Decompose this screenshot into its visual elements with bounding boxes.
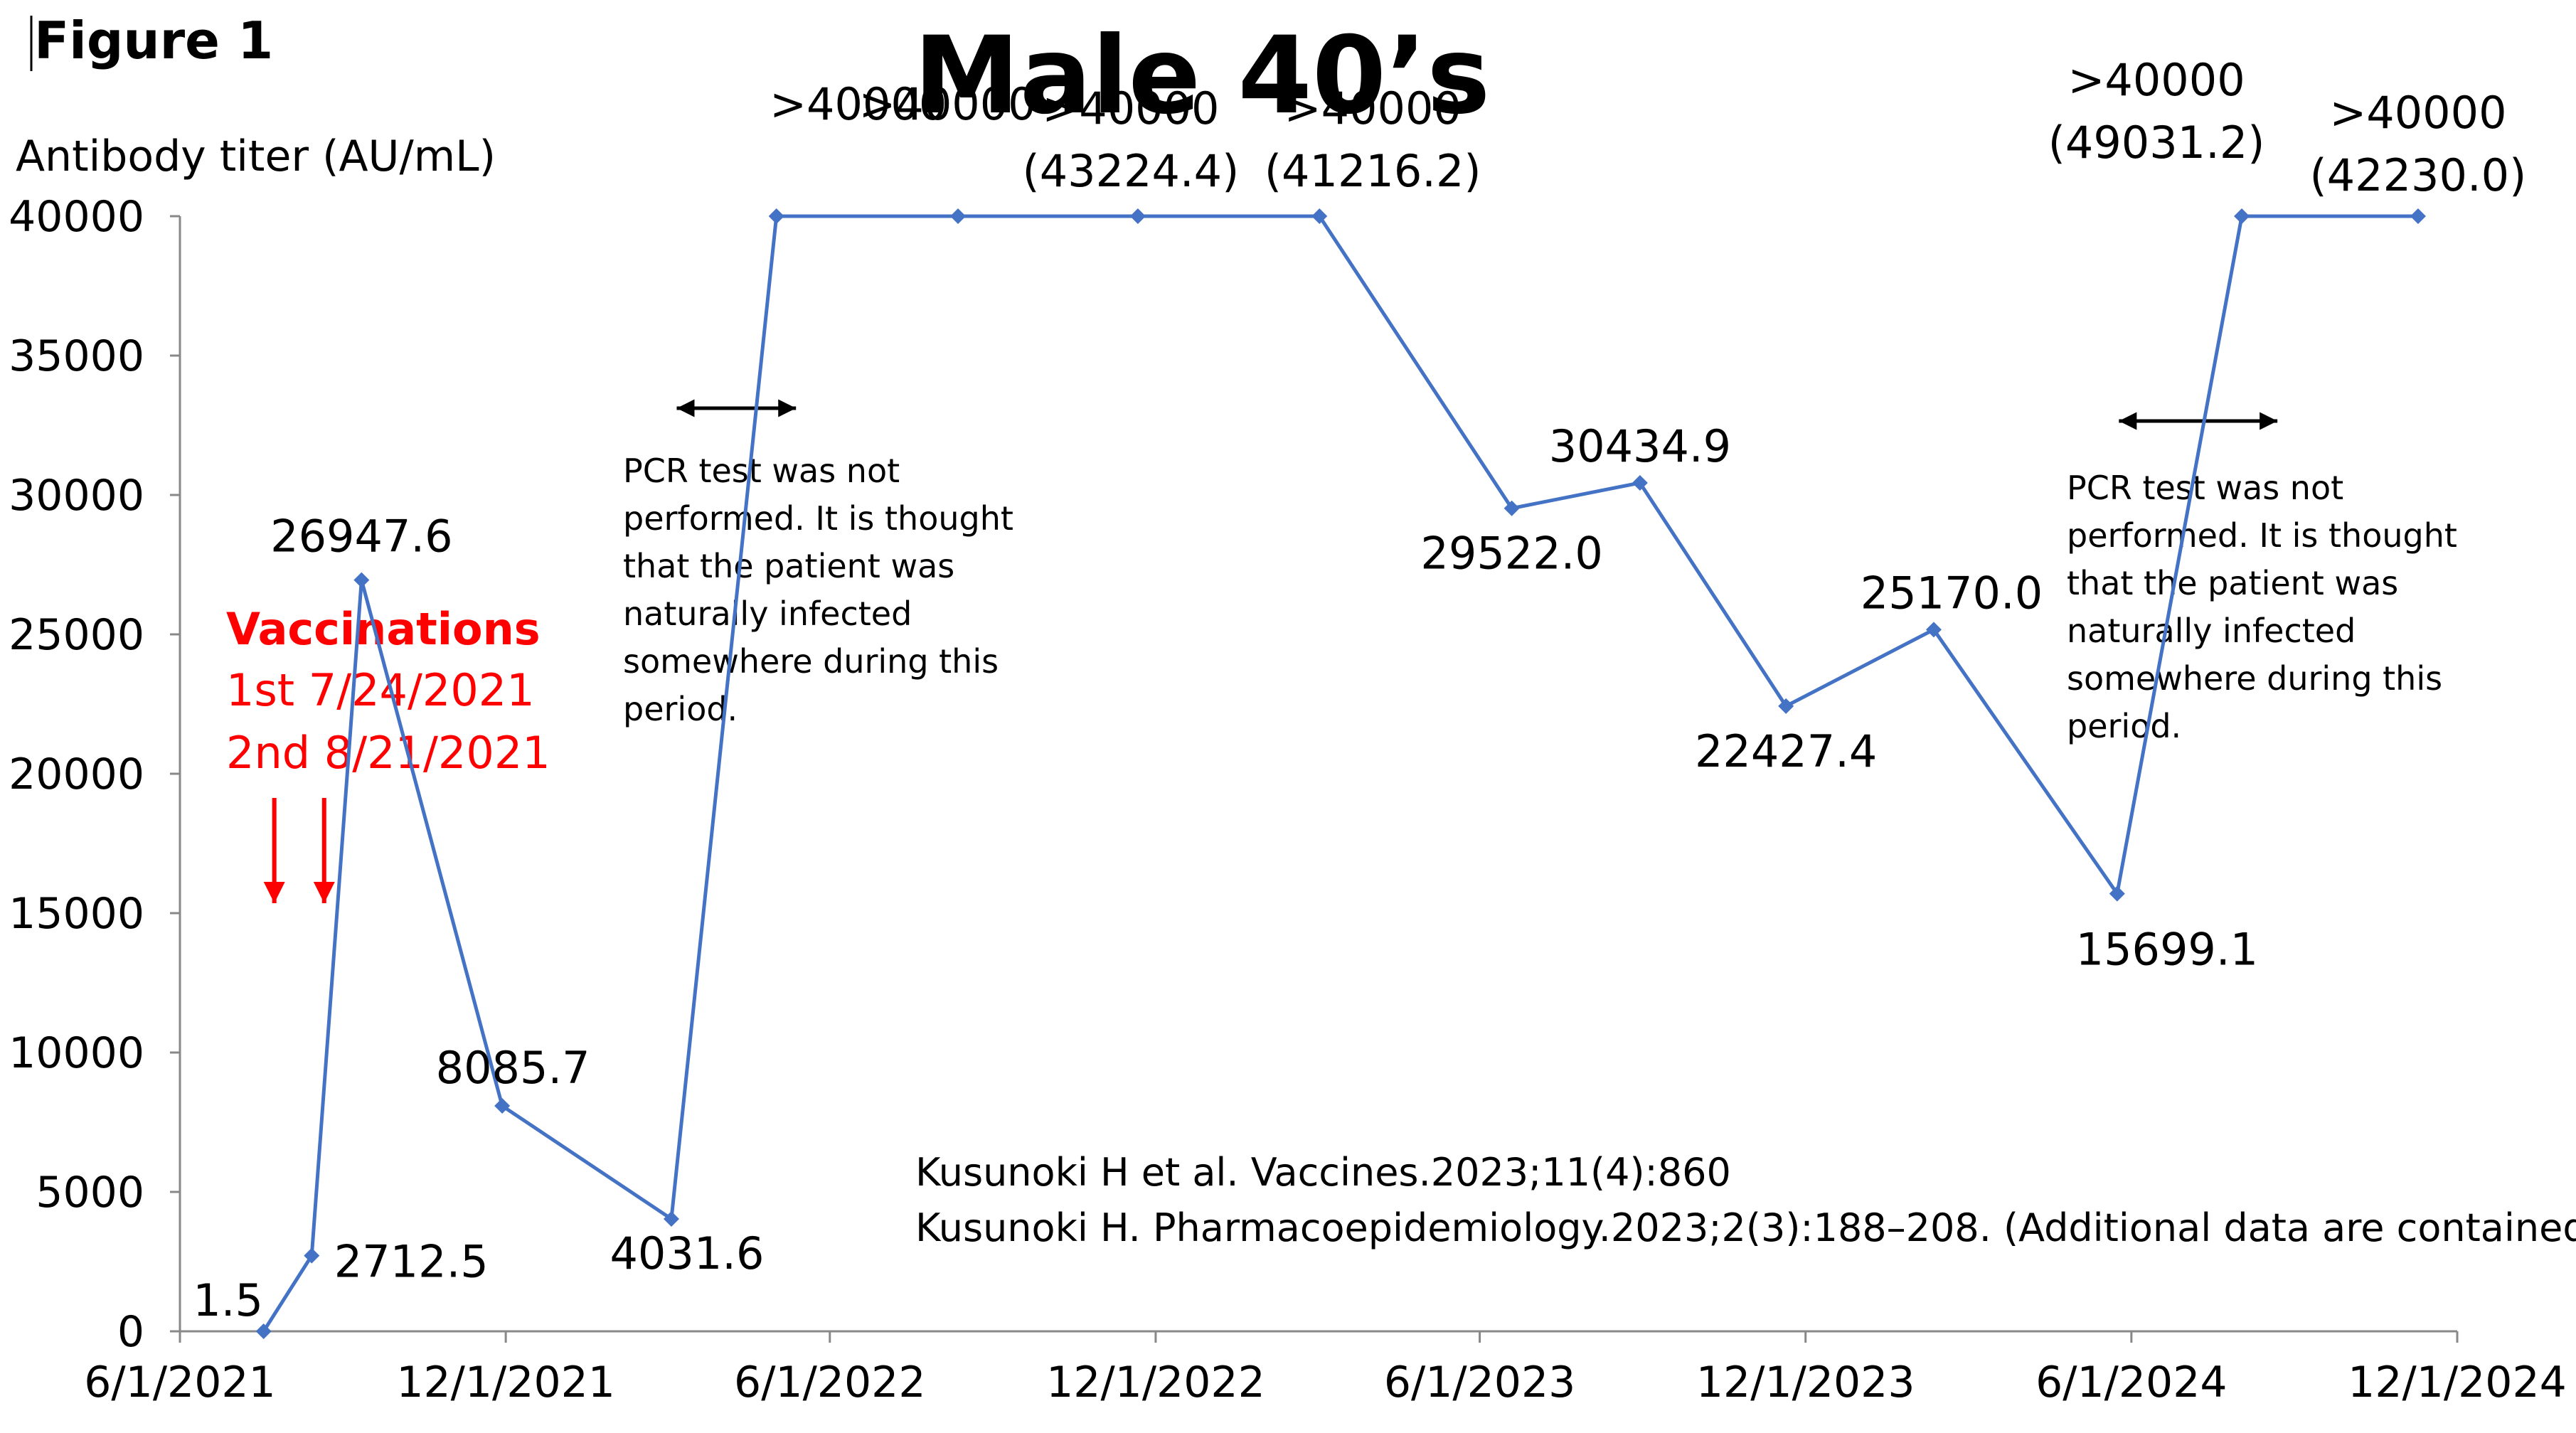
vaccination-date: 1st 7/24/2021: [226, 664, 535, 716]
pcr-note-line: performed. It is thought: [2067, 516, 2457, 555]
data-point: [2410, 208, 2426, 224]
data-label: (43224.4): [1023, 145, 1240, 197]
pcr-note-line: PCR test was not: [623, 452, 900, 490]
x-tick-label: 12/1/2023: [1696, 1358, 1915, 1407]
data-label: >40000: [1284, 82, 1462, 134]
data-point: [663, 1210, 679, 1227]
data-label: 8085.7: [436, 1042, 590, 1094]
y-tick-label: 5000: [36, 1168, 144, 1218]
data-label: >40000: [770, 78, 947, 130]
data-point: [1503, 500, 1520, 516]
data-point: [1778, 698, 1794, 714]
pcr-note-line: somewhere during this: [623, 642, 999, 681]
pcr-note-line: period.: [623, 690, 738, 728]
data-label: >40000: [1042, 82, 1219, 134]
x-tick-label: 6/1/2023: [1384, 1358, 1575, 1407]
chart-title: Male 40’s: [914, 14, 1491, 138]
y-tick-label: 40000: [9, 192, 144, 242]
data-label: 25170.0: [1861, 567, 2043, 619]
data-label: (42230.0): [2310, 149, 2527, 201]
data-label: 4031.6: [610, 1227, 764, 1279]
reference-citation: Kusunoki H et al. Vaccines.2023;11(4):86…: [915, 1150, 1731, 1195]
data-point: [950, 208, 967, 224]
data-labels: 1.52712.526947.68085.74031.6>40000>40000…: [193, 54, 2526, 1326]
data-label: 29522.0: [1420, 528, 1602, 580]
y-tick-label: 30000: [9, 471, 144, 521]
pcr-note-line: that the patient was: [623, 547, 954, 585]
data-point: [1311, 208, 1328, 224]
series-group: [255, 208, 2426, 1339]
pcr-note-line: PCR test was not: [2067, 469, 2343, 507]
data-label: >40000: [2067, 54, 2245, 106]
pcr-note-line: somewhere during this: [2067, 659, 2442, 698]
x-tick-label: 12/1/2022: [1046, 1358, 1265, 1407]
reference-citation: Kusunoki H. Pharmacoepidemiology.2023;2(…: [915, 1205, 2576, 1250]
data-point: [255, 1323, 272, 1339]
x-tick-label: 6/1/2022: [734, 1358, 925, 1407]
data-point: [2234, 208, 2250, 224]
data-label: 26947.6: [270, 511, 452, 563]
y-tick-label: 20000: [9, 750, 144, 799]
x-tick-label: 6/1/2024: [2035, 1358, 2227, 1407]
data-point: [1925, 622, 1942, 638]
figure-label: Figure 1: [34, 11, 273, 70]
y-tick-label: 10000: [9, 1028, 144, 1078]
data-point: [353, 572, 370, 588]
data-point: [2109, 885, 2125, 902]
pcr-note-line: that the patient was: [2067, 564, 2398, 602]
x-tick-label: 12/1/2024: [2348, 1358, 2567, 1407]
vaccination-date: 2nd 8/21/2021: [226, 727, 550, 779]
x-tick-label: 6/1/2021: [84, 1358, 275, 1407]
data-label: (49031.2): [2048, 117, 2265, 169]
data-label: 22427.4: [1695, 725, 1877, 777]
pcr-note-line: naturally infected: [2067, 612, 2356, 650]
data-label: 30434.9: [1549, 420, 1731, 472]
data-label: >40000: [2329, 87, 2506, 139]
data-point: [768, 208, 784, 224]
x-tick-label: 12/1/2021: [396, 1358, 615, 1407]
pcr-note-line: performed. It is thought: [623, 499, 1013, 538]
y-tick-label: 25000: [9, 610, 144, 660]
data-label: (41216.2): [1265, 145, 1481, 197]
data-point: [1632, 474, 1648, 491]
data-label: 2712.5: [334, 1236, 489, 1288]
data-point: [304, 1247, 320, 1264]
y-tick-label: 0: [117, 1307, 144, 1357]
data-point: [1129, 208, 1146, 224]
axes: 0 5000 10000 15000 20000 25000 30000 35000 40000…: [9, 192, 2567, 1407]
series-line: [262, 214, 2418, 1333]
data-label: 15699.1: [2076, 924, 2258, 976]
data-label: 1.5: [193, 1274, 263, 1326]
annotations: Vaccinations 1st 7/24/2021 2nd 8/21/2021 PC…: [226, 399, 2576, 1250]
y-axis-label: Antibody titer (AU/mL): [16, 132, 496, 181]
vaccinations-title: Vaccinations: [226, 603, 541, 655]
y-tick-label: 35000: [9, 331, 144, 381]
pcr-note-line: naturally infected: [623, 595, 912, 633]
data-label: >40000: [858, 78, 1036, 130]
y-tick-label: 15000: [9, 889, 144, 939]
data-point: [494, 1098, 511, 1114]
pcr-note-line: period.: [2067, 707, 2181, 745]
